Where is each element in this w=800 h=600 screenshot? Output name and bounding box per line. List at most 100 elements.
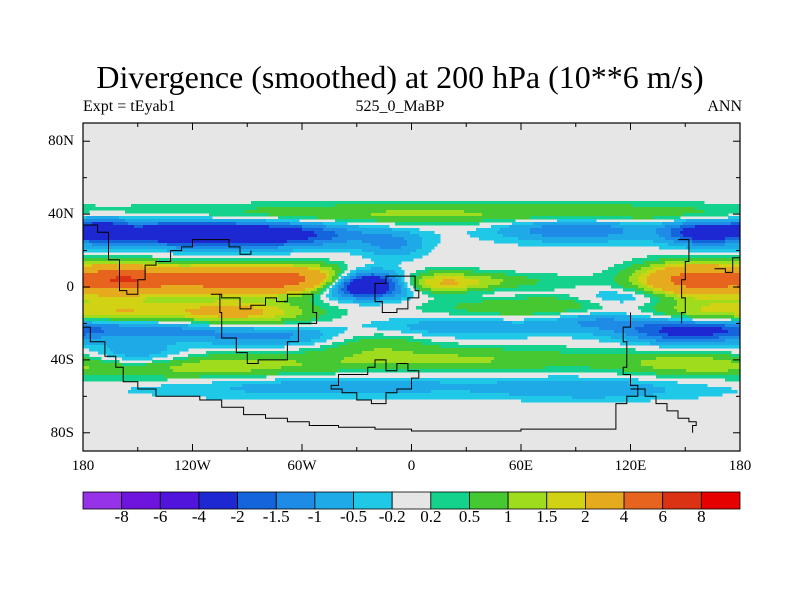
- field-cell: [374, 273, 378, 277]
- field-cell: [245, 207, 249, 211]
- field-cell: [275, 276, 279, 280]
- field-cell: [185, 216, 189, 220]
- field-cell: [197, 270, 201, 274]
- field-cell: [218, 228, 222, 232]
- field-cell: [221, 240, 225, 244]
- field-cell: [152, 270, 156, 274]
- field-cell: [281, 261, 285, 265]
- field-cell: [239, 237, 243, 241]
- field-cell: [698, 219, 702, 223]
- field-cell: [611, 276, 615, 280]
- field-cell: [443, 279, 447, 283]
- field-cell: [338, 270, 342, 274]
- field-cell: [446, 210, 450, 214]
- field-cell: [140, 282, 144, 286]
- field-cell: [284, 207, 288, 211]
- field-cell: [260, 276, 264, 280]
- field-cell: [617, 243, 621, 247]
- field-cell: [236, 273, 240, 277]
- field-cell: [182, 231, 186, 235]
- field-cell: [143, 258, 147, 262]
- field-cell: [164, 246, 168, 250]
- field-cell: [161, 282, 165, 286]
- field-cell: [374, 225, 378, 229]
- field-cell: [650, 276, 654, 280]
- field-cell: [695, 279, 699, 283]
- field-cell: [440, 201, 444, 205]
- field-cell: [707, 240, 711, 244]
- field-cell: [314, 204, 318, 208]
- field-cell: [371, 210, 375, 214]
- field-cell: [671, 222, 675, 226]
- field-cell: [470, 219, 474, 223]
- field-cell: [137, 204, 141, 208]
- field-cell: [344, 240, 348, 244]
- field-cell: [599, 225, 603, 229]
- field-cell: [86, 243, 90, 247]
- field-cell: [380, 213, 384, 217]
- field-cell: [617, 213, 621, 217]
- field-cell: [131, 282, 135, 286]
- field-cell: [401, 243, 405, 247]
- field-cell: [413, 243, 417, 247]
- field-cell: [419, 240, 423, 244]
- field-cell: [350, 279, 354, 283]
- field-cell: [242, 210, 246, 214]
- field-cell: [524, 204, 528, 208]
- field-cell: [281, 270, 285, 274]
- field-cell: [548, 204, 552, 208]
- field-cell: [365, 267, 369, 271]
- field-cell: [395, 240, 399, 244]
- field-cell: [650, 279, 654, 283]
- field-cell: [338, 225, 342, 229]
- field-cell: [485, 201, 489, 205]
- field-cell: [575, 207, 579, 211]
- field-cell: [731, 210, 735, 214]
- field-cell: [644, 258, 648, 262]
- field-cell: [605, 240, 609, 244]
- field-cell: [203, 258, 207, 262]
- field-cell: [152, 207, 156, 211]
- field-cell: [239, 228, 243, 232]
- field-cell: [530, 273, 534, 277]
- field-cell: [572, 231, 576, 235]
- field-cell: [164, 234, 168, 238]
- field-cell: [329, 204, 333, 208]
- field-cell: [305, 231, 309, 235]
- field-cell: [578, 201, 582, 205]
- field-cell: [593, 225, 597, 229]
- field-cell: [728, 237, 732, 241]
- field-cell: [248, 225, 252, 229]
- field-cell: [356, 231, 360, 235]
- field-cell: [530, 201, 534, 205]
- field-cell: [224, 252, 228, 256]
- field-cell: [356, 270, 360, 274]
- field-cell: [428, 207, 432, 211]
- field-cell: [650, 222, 654, 226]
- field-cell: [215, 213, 219, 217]
- field-cell: [533, 225, 537, 229]
- field-cell: [218, 249, 222, 253]
- field-cell: [128, 243, 132, 247]
- field-cell: [134, 240, 138, 244]
- field-cell: [371, 267, 375, 271]
- field-cell: [503, 279, 507, 283]
- field-cell: [560, 210, 564, 214]
- field-cell: [311, 201, 315, 205]
- field-cell: [140, 285, 144, 289]
- field-cell: [227, 246, 231, 250]
- field-cell: [566, 222, 570, 226]
- field-cell: [140, 261, 144, 265]
- field-cell: [383, 279, 387, 283]
- field-cell: [710, 228, 714, 232]
- field-cell: [641, 237, 645, 241]
- field-cell: [515, 228, 519, 232]
- field-cell: [185, 234, 189, 238]
- field-cell: [215, 249, 219, 253]
- field-cell: [203, 249, 207, 253]
- field-cell: [368, 219, 372, 223]
- field-cell: [320, 264, 324, 268]
- field-cell: [398, 258, 402, 262]
- field-cell: [482, 216, 486, 220]
- field-cell: [401, 282, 405, 286]
